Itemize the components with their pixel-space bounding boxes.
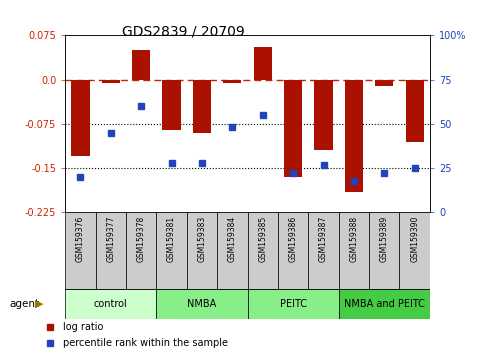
Text: control: control: [94, 298, 128, 309]
Text: agent: agent: [10, 298, 40, 309]
Bar: [248, 289, 339, 319]
Bar: [406, 80, 424, 142]
Text: ▶: ▶: [35, 298, 43, 309]
Text: GDS2839 / 20709: GDS2839 / 20709: [122, 25, 245, 39]
Bar: [193, 80, 211, 133]
Bar: [369, 212, 399, 289]
Bar: [65, 289, 156, 319]
Text: percentile rank within the sample: percentile rank within the sample: [63, 338, 228, 348]
Text: NMBA and PEITC: NMBA and PEITC: [344, 298, 425, 309]
Bar: [399, 212, 430, 289]
Text: GSM159388: GSM159388: [349, 216, 358, 262]
Text: NMBA: NMBA: [187, 298, 216, 309]
Text: GSM159381: GSM159381: [167, 216, 176, 262]
Bar: [248, 212, 278, 289]
Bar: [339, 212, 369, 289]
Bar: [102, 80, 120, 82]
Text: log ratio: log ratio: [63, 321, 103, 332]
Text: GSM159389: GSM159389: [380, 216, 389, 262]
Bar: [278, 212, 308, 289]
Bar: [156, 212, 187, 289]
Text: GSM159386: GSM159386: [289, 216, 298, 262]
Text: GSM159384: GSM159384: [228, 216, 237, 262]
Bar: [375, 80, 394, 86]
Text: GSM159378: GSM159378: [137, 216, 146, 262]
Bar: [254, 47, 272, 80]
Bar: [156, 289, 248, 319]
Bar: [314, 80, 333, 150]
Text: GSM159377: GSM159377: [106, 216, 115, 262]
Bar: [284, 80, 302, 177]
Bar: [126, 212, 156, 289]
Bar: [223, 80, 242, 82]
Text: GSM159383: GSM159383: [198, 216, 206, 262]
Bar: [345, 80, 363, 192]
Text: GSM159376: GSM159376: [76, 216, 85, 262]
Bar: [162, 80, 181, 130]
Bar: [132, 50, 150, 80]
Bar: [339, 289, 430, 319]
Text: GSM159387: GSM159387: [319, 216, 328, 262]
Text: GSM159385: GSM159385: [258, 216, 267, 262]
Bar: [71, 80, 89, 156]
Bar: [217, 212, 248, 289]
Bar: [96, 212, 126, 289]
Text: PEITC: PEITC: [280, 298, 307, 309]
Bar: [187, 212, 217, 289]
Bar: [65, 212, 96, 289]
Text: GSM159390: GSM159390: [410, 216, 419, 262]
Bar: [308, 212, 339, 289]
